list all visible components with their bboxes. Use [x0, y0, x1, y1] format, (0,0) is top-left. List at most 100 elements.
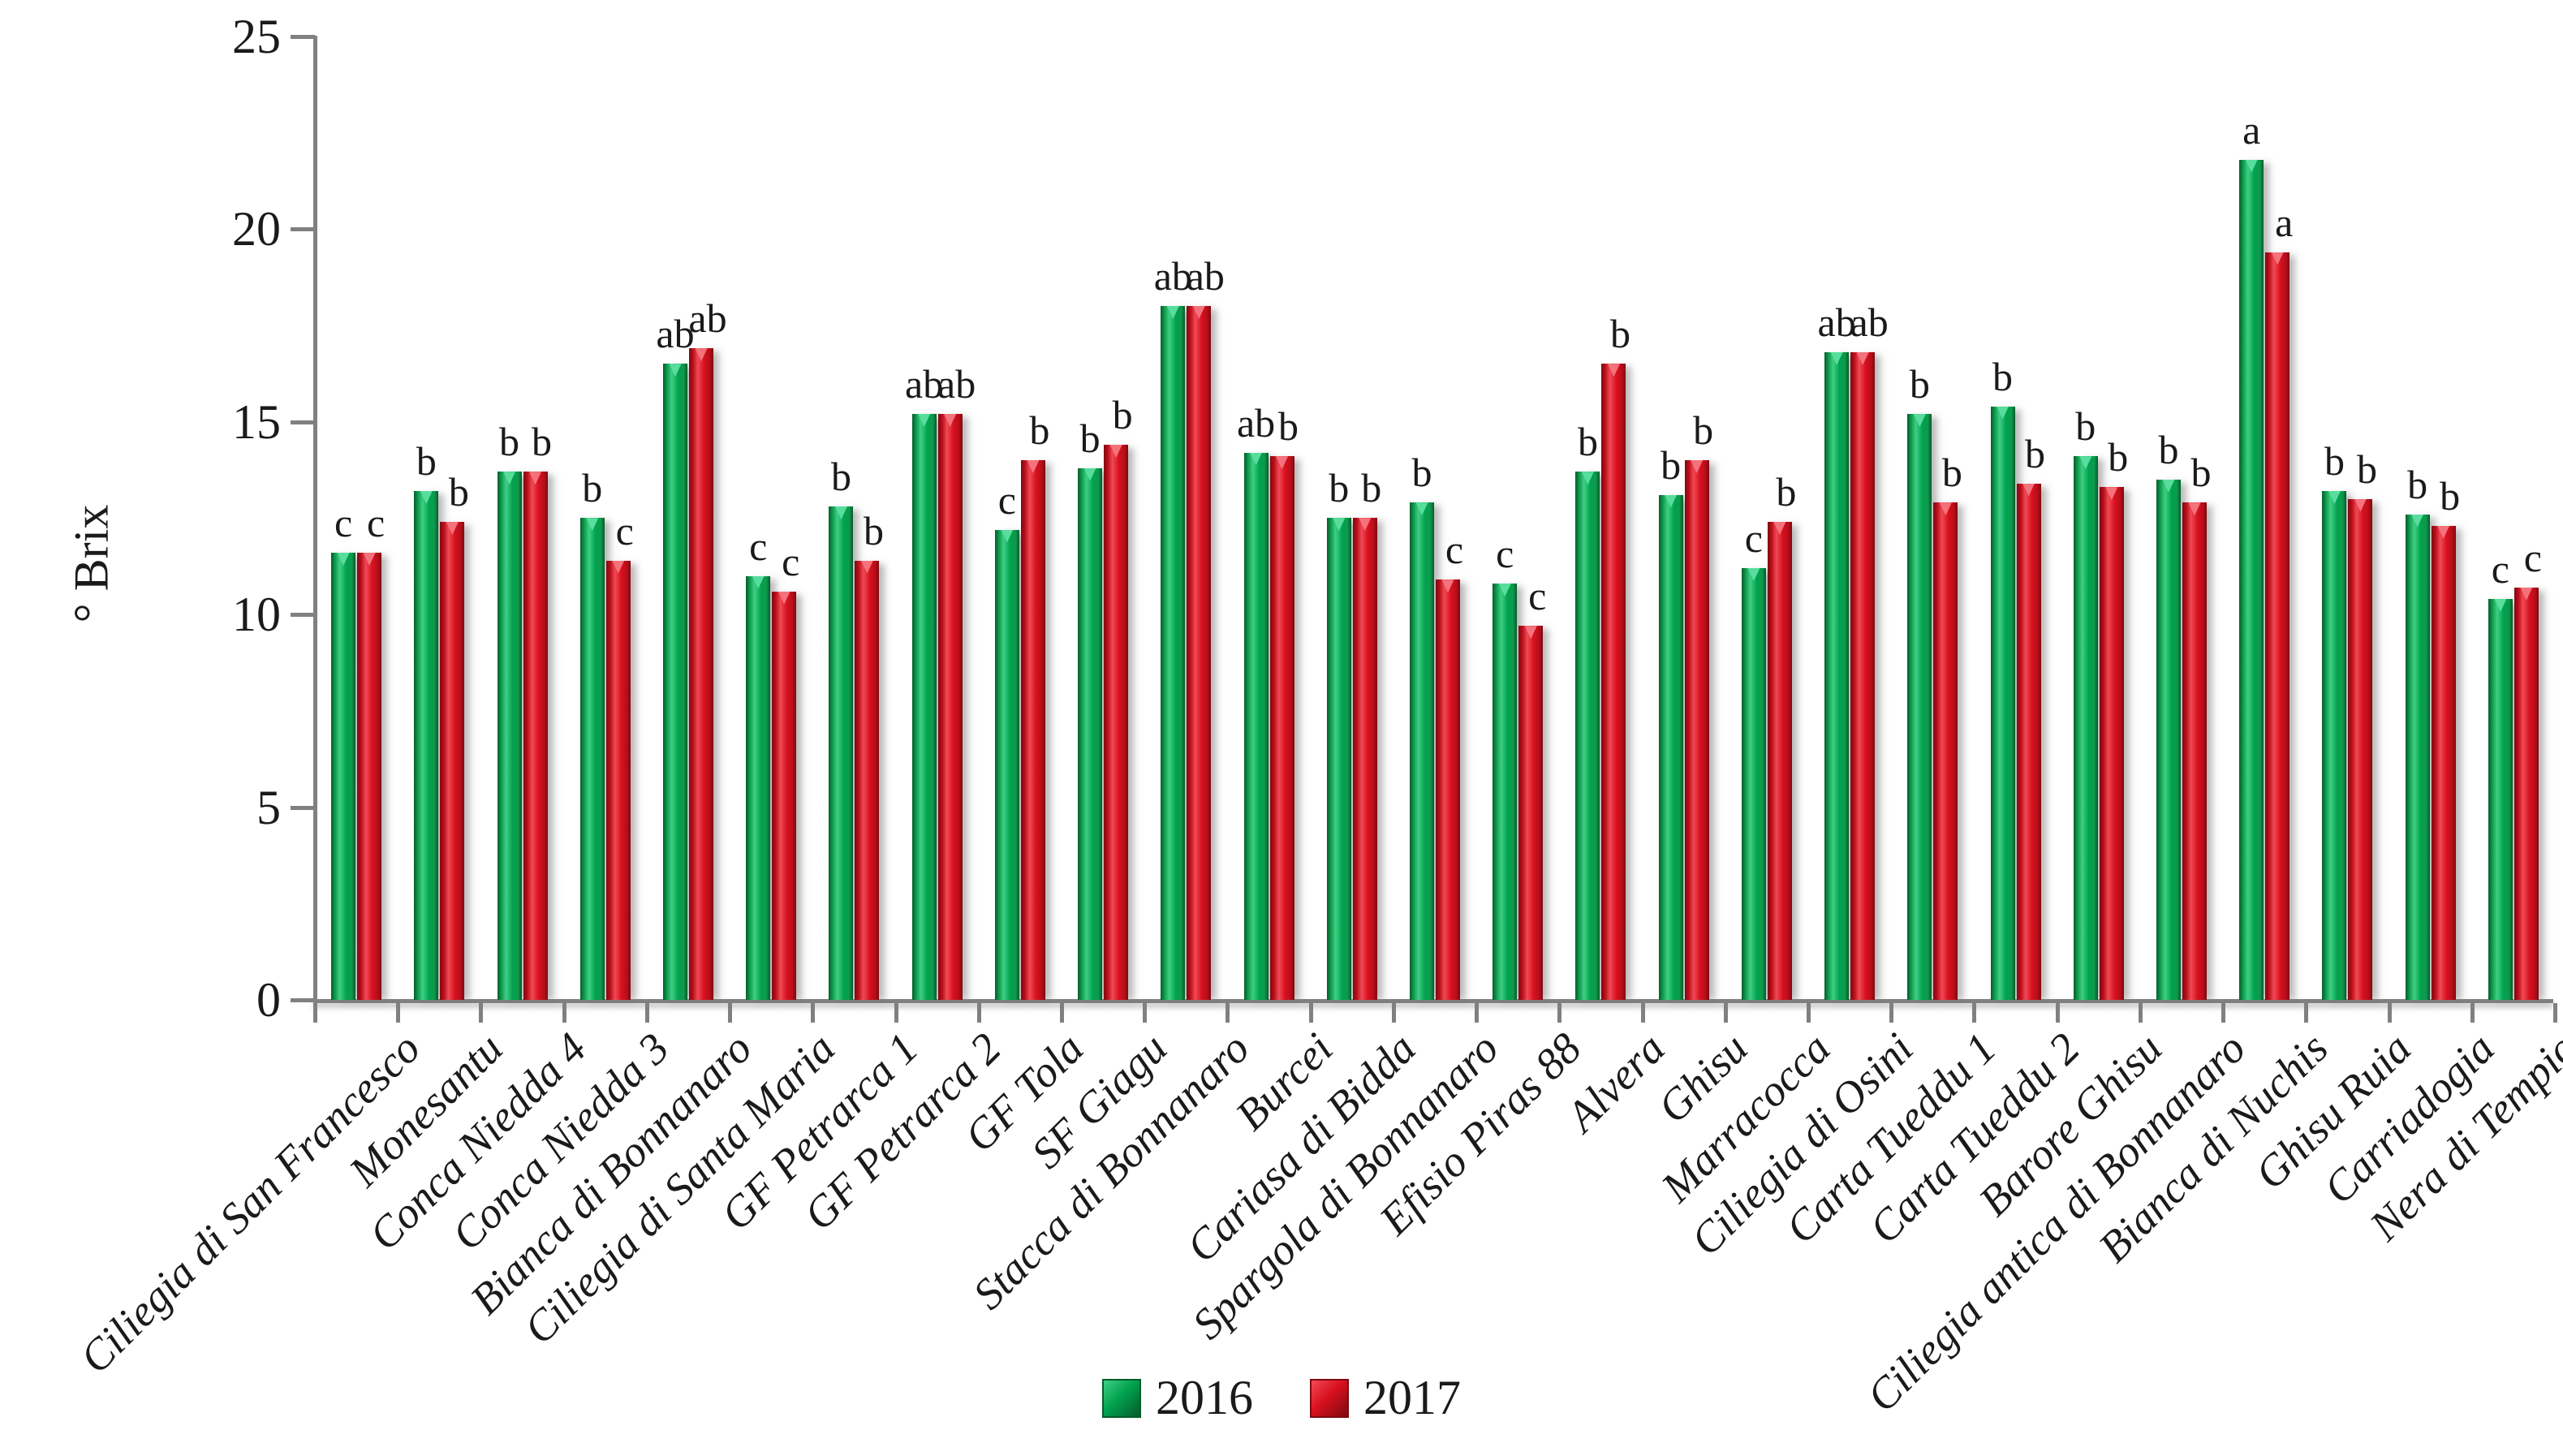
significance-letter-2016-marracocca: c — [1744, 515, 1763, 561]
bar-2016-conca-niedda-4 — [497, 472, 522, 1000]
x-tick-mark — [1723, 1003, 1728, 1023]
bar-2016-ciliegia-di-santa-maria — [746, 575, 771, 1000]
bar-2016-bianca-di-nuchis — [2239, 159, 2264, 1000]
bar-2017-gf-tola — [1020, 460, 1045, 1000]
significance-letter-2016-ciliegia-antica-di-bonnanaro: b — [2158, 426, 2179, 472]
bar-2016-carta-tueddu-2 — [1990, 406, 2015, 1000]
y-tick-mark — [291, 34, 315, 39]
significance-letter-2017-bianca-di-nuchis: a — [2275, 199, 2294, 245]
bar-2016-sf-giagu — [1078, 467, 1103, 1000]
significance-letter-2017-efisio-piras-88: c — [1528, 573, 1547, 619]
significance-letter-2016-ghisu: b — [1661, 442, 1682, 488]
bar-2017-barore-ghisu — [2099, 487, 2124, 1000]
bar-2016-carriadogia — [2405, 514, 2430, 1000]
bar-2017-ghisu-ruia — [2348, 498, 2373, 1000]
bar-top-highlight — [944, 414, 957, 427]
significance-letter-2016-alvera: b — [1577, 419, 1598, 465]
legend-item-2017: 2017 — [1310, 1370, 1461, 1426]
x-tick-mark — [2055, 1003, 2060, 1023]
bar-2017-cariasa-di-bidda — [1352, 518, 1377, 1000]
x-tick-mark — [728, 1003, 733, 1023]
legend-label-2017: 2017 — [1363, 1371, 1461, 1424]
significance-letter-2017-carriadogia: b — [2440, 472, 2461, 519]
significance-letter-2016-carta-tueddu-1: b — [1909, 361, 1930, 407]
y-tick-label: 25 — [232, 9, 281, 63]
bar-2016-ghisu — [1658, 494, 1683, 1000]
bar-top-highlight — [1192, 306, 1205, 319]
bar-top-highlight — [2494, 599, 2507, 612]
y-tick-label: 5 — [256, 780, 281, 834]
bar-top-highlight — [918, 414, 931, 427]
bar-2016-nera-di-tempio — [2488, 599, 2513, 1000]
significance-letter-2017-gf-petrarca-1: b — [863, 507, 884, 554]
significance-letter-2016-carta-tueddu-2: b — [1992, 353, 2014, 399]
y-tick-mark — [291, 805, 315, 810]
legend-label-2016: 2016 — [1156, 1371, 1253, 1424]
x-tick-mark — [2553, 1003, 2557, 1023]
bar-2017-alvera — [1601, 364, 1626, 1000]
significance-letter-2017-ciliegia-di-san-francesco: c — [367, 500, 386, 545]
bar-2016-bianca-di-bonnanaro — [663, 364, 687, 1000]
significance-letter-2017-marracocca: b — [1776, 469, 1797, 515]
bar-2017-bianca-di-bonnanaro — [689, 348, 713, 1000]
y-tick-mark — [291, 613, 315, 617]
x-tick-mark — [1475, 1003, 1480, 1023]
significance-letter-2017-gf-tola: b — [1029, 407, 1050, 453]
bar-2017-ciliegia-antica-di-bonnanaro — [2182, 502, 2207, 1000]
bar-top-highlight — [669, 364, 682, 377]
bar-2016-cariasa-di-bidda — [1326, 518, 1351, 1000]
x-tick-mark — [396, 1003, 401, 1023]
bar-2017-nera-di-tempio — [2513, 587, 2539, 1000]
significance-letter-2016-gf-tola: c — [997, 476, 1016, 523]
y-axis-line — [313, 36, 317, 1003]
bar-top-highlight — [2188, 502, 2201, 516]
significance-letter-2017-spargola-di-bonnanaro: c — [1445, 527, 1464, 573]
significance-letter-2017-conca-niedda-3: c — [615, 507, 634, 554]
bar-2016-barore-ghisu — [2073, 456, 2098, 1000]
bar-top-highlight — [612, 560, 625, 574]
bar-top-highlight — [337, 553, 350, 566]
bar-2016-burcei — [1243, 452, 1269, 1000]
bar-top-highlight — [1083, 467, 1096, 481]
bar-2016-ciliegia-di-osini — [1824, 352, 1850, 1000]
x-tick-mark — [976, 1003, 981, 1023]
significance-letter-2017-nera-di-tempio: c — [2523, 534, 2542, 580]
bar-2016-conca-niedda-3 — [579, 518, 605, 1000]
legend-swatch-2017 — [1310, 1378, 1349, 1418]
y-tick-mark — [291, 420, 315, 424]
bar-top-highlight — [1581, 472, 1594, 485]
bar-2017-conca-niedda-3 — [605, 560, 631, 1000]
x-axis-line — [313, 999, 2553, 1003]
y-tick-mark — [291, 227, 315, 231]
significance-letter-2017-ghisu-ruia: b — [2356, 446, 2377, 492]
x-tick-mark — [2387, 1003, 2392, 1023]
bar-top-highlight — [2245, 159, 2258, 173]
bar-2017-carriadogia — [2431, 525, 2456, 1000]
bar-top-highlight — [1913, 414, 1926, 427]
x-tick-mark — [1557, 1003, 1562, 1023]
significance-letter-2017-sf-giagu: b — [1112, 392, 1133, 437]
bar-2016-ciliegia-antica-di-bonnanaro — [2156, 479, 2181, 1000]
bar-2017-bianca-di-nuchis — [2265, 252, 2290, 1000]
bar-top-highlight — [1166, 306, 1179, 319]
significance-letter-2017-carta-tueddu-2: b — [2025, 430, 2046, 476]
bar-2016-gf-petrarca-2 — [911, 414, 937, 1000]
y-tick-label: 20 — [232, 202, 281, 256]
bar-2016-stacca-di-bonnanaro — [1161, 306, 1186, 1000]
significance-letter-2016-bianca-di-bonnanaro: ab — [656, 311, 695, 357]
y-tick-label: 0 — [256, 973, 281, 1027]
bar-top-highlight — [1333, 518, 1346, 532]
x-tick-mark — [1308, 1003, 1313, 1023]
bar-2016-carta-tueddu-1 — [1907, 414, 1932, 1000]
y-tick-label: 15 — [232, 394, 281, 449]
significance-letter-2016-ghisu-ruia: b — [2324, 438, 2345, 484]
bar-top-highlight — [2105, 487, 2118, 501]
significance-letter-2017-bianca-di-bonnanaro: ab — [688, 295, 727, 342]
significance-letter-2016-nera-di-tempio: c — [2491, 546, 2509, 592]
significance-letter-2016-bianca-di-nuchis: a — [2242, 106, 2261, 153]
x-tick-mark — [2221, 1003, 2226, 1023]
significance-letter-2016-sf-giagu: b — [1079, 415, 1101, 461]
x-tick-mark — [1391, 1003, 1396, 1023]
bar-top-highlight — [1607, 364, 1620, 377]
bar-2017-ciliegia-di-osini — [1850, 352, 1876, 1000]
